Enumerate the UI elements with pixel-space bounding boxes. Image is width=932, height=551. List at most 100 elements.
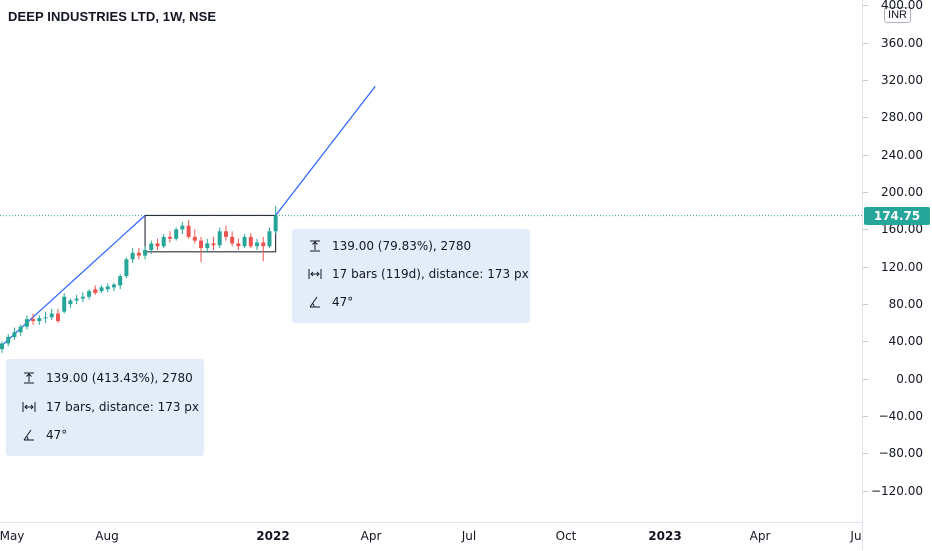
candle-body [111, 284, 116, 288]
price-tick-mark [863, 5, 868, 6]
price-tick-mark [863, 192, 868, 193]
candle-body [130, 252, 135, 260]
price-tick: 360.00 [881, 36, 923, 50]
candle-body [55, 313, 60, 322]
trendline-lower-left [1, 214, 146, 346]
bar-range-icon [304, 268, 326, 280]
candle-body [261, 242, 266, 247]
price-tick: 240.00 [881, 148, 923, 162]
measure-angle: 47° [332, 295, 354, 309]
candle-body [124, 259, 129, 277]
candle-body [74, 298, 79, 301]
candle-body [230, 236, 235, 244]
price-tick: 80.00 [888, 297, 923, 311]
price-range-icon [304, 240, 326, 252]
time-label: May [0, 529, 25, 543]
price-tick: 40.00 [888, 334, 923, 348]
candle-body [118, 276, 123, 286]
price-tick: −120.00 [870, 484, 923, 498]
measure-info-left[interactable]: 139.00 (413.43%), 2780 17 bars, distance… [6, 359, 204, 456]
candle-body [105, 286, 110, 290]
bar-range-icon [18, 401, 40, 413]
last-price-tag: 174.75 [864, 207, 930, 225]
price-tick-mark [863, 155, 868, 156]
candle-body [149, 243, 154, 250]
candle-body [223, 231, 228, 237]
time-label: Apr [749, 529, 771, 543]
price-tick: 280.00 [881, 110, 923, 124]
price-tick: −40.00 [878, 409, 923, 423]
time-label-year: 2023 [648, 529, 682, 543]
candle-body [43, 317, 48, 319]
candle-body [192, 236, 197, 241]
measure-bar-range: 17 bars, distance: 173 px [46, 400, 200, 414]
price-tick: 200.00 [881, 185, 923, 199]
candle-body [155, 243, 160, 247]
currency-badge[interactable]: INR [884, 7, 911, 23]
time-axis[interactable]: May Aug 2022 Apr Jul Oct 2023 Apr Ju [0, 522, 862, 551]
candle-body [236, 243, 241, 247]
time-label: Oct [555, 529, 577, 543]
candle-body [248, 236, 253, 247]
candlestick-chart[interactable] [0, 0, 862, 522]
price-tick-mark [863, 416, 868, 417]
time-label: Apr [360, 529, 382, 543]
candle-body [49, 313, 54, 318]
price-tick-mark [863, 229, 868, 230]
candle-body [99, 287, 104, 292]
candle-body [199, 240, 204, 249]
price-tick-mark [863, 304, 868, 305]
time-label-year: 2022 [256, 529, 290, 543]
candle-body [31, 319, 36, 322]
candle-body [255, 242, 260, 247]
price-tick: 120.00 [881, 260, 923, 274]
measure-price-range: 139.00 (79.83%), 2780 [332, 239, 472, 253]
measure-bar-range: 17 bars (119d), distance: 173 px [332, 267, 529, 281]
candle-body [267, 231, 272, 247]
angle-icon [304, 296, 326, 308]
candle-body [6, 336, 11, 344]
chart-title: DEEP INDUSTRIES LTD, 1W, NSE [8, 9, 217, 24]
measure-angle: 47° [46, 428, 68, 442]
price-axis[interactable]: INR 400.00 360.00 320.00 280.00 240.00 2… [862, 0, 932, 550]
candle-body [18, 326, 23, 333]
candle-body [161, 236, 166, 247]
price-tick: 0.00 [896, 372, 923, 386]
candle-body [242, 236, 247, 247]
candle-body [12, 332, 17, 337]
candle-body [217, 231, 222, 246]
candle-body [24, 319, 29, 327]
price-tick-mark [863, 267, 868, 268]
price-tick: 400.00 [881, 0, 923, 12]
candle-body [211, 243, 216, 246]
price-tick-mark [863, 43, 868, 44]
price-range-icon [18, 372, 40, 384]
candle-body [136, 252, 141, 256]
candle-body [93, 289, 98, 293]
candle-body [87, 291, 92, 297]
price-tick-mark [863, 341, 868, 342]
chart-area[interactable]: DEEP INDUSTRIES LTD, 1W, NSE 139.00 (79.… [0, 0, 862, 522]
price-tick-mark [863, 117, 868, 118]
candle-body [143, 249, 148, 256]
time-label: Jul [461, 529, 477, 543]
price-tick-mark [863, 491, 868, 492]
candle-body [68, 300, 73, 305]
time-label: Ju [850, 529, 862, 543]
candle-body [167, 236, 172, 239]
candle-body [62, 296, 67, 312]
candle-body [273, 215, 278, 232]
trendline-upper-right [275, 85, 376, 216]
candle-body [37, 318, 42, 322]
measure-price-range: 139.00 (413.43%), 2780 [46, 371, 193, 385]
price-tick-mark [863, 453, 868, 454]
price-tick-mark [863, 80, 868, 81]
price-tick: −80.00 [878, 446, 923, 460]
candle-body [174, 229, 179, 239]
candle-body [205, 243, 210, 249]
measure-info-right[interactable]: 139.00 (79.83%), 2780 17 bars (119d), di… [292, 229, 530, 323]
angle-icon [18, 429, 40, 441]
candle-body [80, 296, 85, 299]
candle-body [186, 225, 191, 237]
candle-body [180, 225, 185, 230]
